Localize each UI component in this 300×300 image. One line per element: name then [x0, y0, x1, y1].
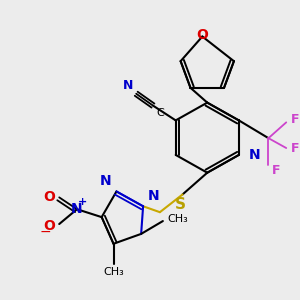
- Text: N: N: [100, 175, 112, 188]
- Text: CH₃: CH₃: [103, 268, 124, 278]
- Text: F: F: [291, 113, 300, 126]
- Text: F: F: [291, 142, 300, 154]
- Text: O: O: [196, 28, 208, 41]
- Text: O: O: [44, 190, 55, 204]
- Text: N: N: [249, 148, 260, 162]
- Text: CH₃: CH₃: [168, 214, 188, 224]
- Text: +: +: [78, 197, 88, 207]
- Text: −: −: [40, 225, 51, 239]
- Text: C: C: [156, 108, 164, 118]
- Text: N: N: [148, 189, 160, 203]
- Text: S: S: [175, 197, 186, 212]
- Text: O: O: [44, 219, 55, 233]
- Text: F: F: [272, 164, 280, 177]
- Text: N: N: [123, 79, 133, 92]
- Text: N: N: [71, 202, 83, 216]
